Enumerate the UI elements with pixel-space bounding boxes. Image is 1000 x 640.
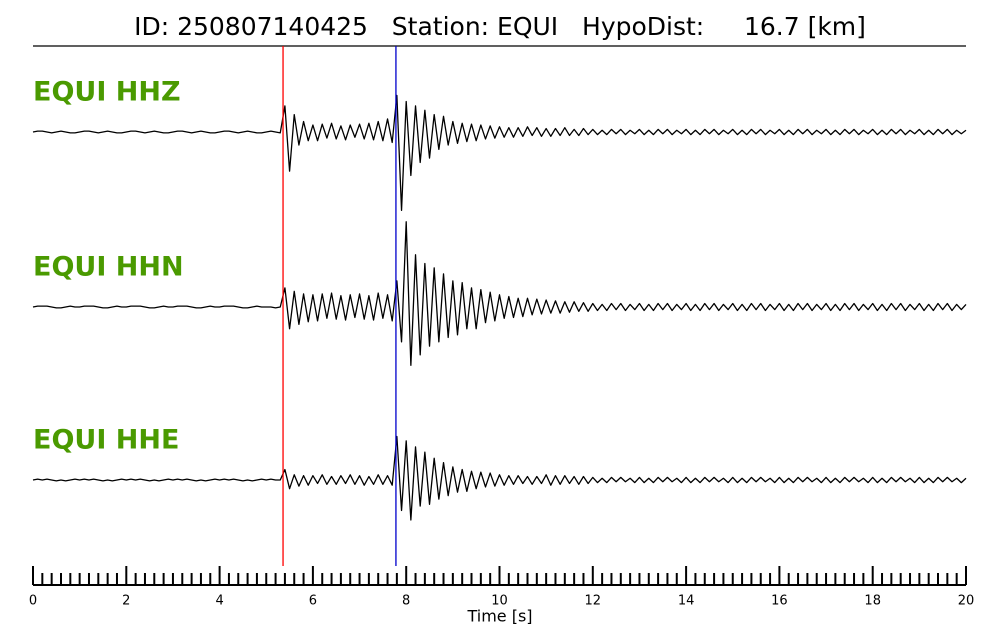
x-tick-label: 4 bbox=[215, 594, 223, 609]
x-tick-label: 10 bbox=[491, 594, 508, 609]
waveform bbox=[32, 221, 967, 366]
x-tick-label: 0 bbox=[29, 594, 37, 609]
waveform bbox=[32, 435, 967, 521]
trace-label: EQUI HHZ bbox=[33, 77, 181, 108]
x-tick-label: 12 bbox=[585, 594, 602, 609]
x-axis-label: Time [s] bbox=[466, 607, 532, 626]
trace-label: EQUI HHN bbox=[33, 252, 184, 283]
chart-title: ID: 250807140425 Station: EQUI HypoDist:… bbox=[134, 12, 866, 41]
x-tick-label: 14 bbox=[678, 594, 695, 609]
x-tick-label: 18 bbox=[864, 594, 881, 609]
x-tick-label: 16 bbox=[771, 594, 788, 609]
x-tick-label: 20 bbox=[958, 594, 975, 609]
trace-label: EQUI HHE bbox=[33, 425, 179, 456]
x-tick-label: 8 bbox=[402, 594, 410, 609]
waveform bbox=[32, 94, 967, 211]
x-tick-label: 2 bbox=[122, 594, 130, 609]
x-tick-label: 6 bbox=[309, 594, 317, 609]
